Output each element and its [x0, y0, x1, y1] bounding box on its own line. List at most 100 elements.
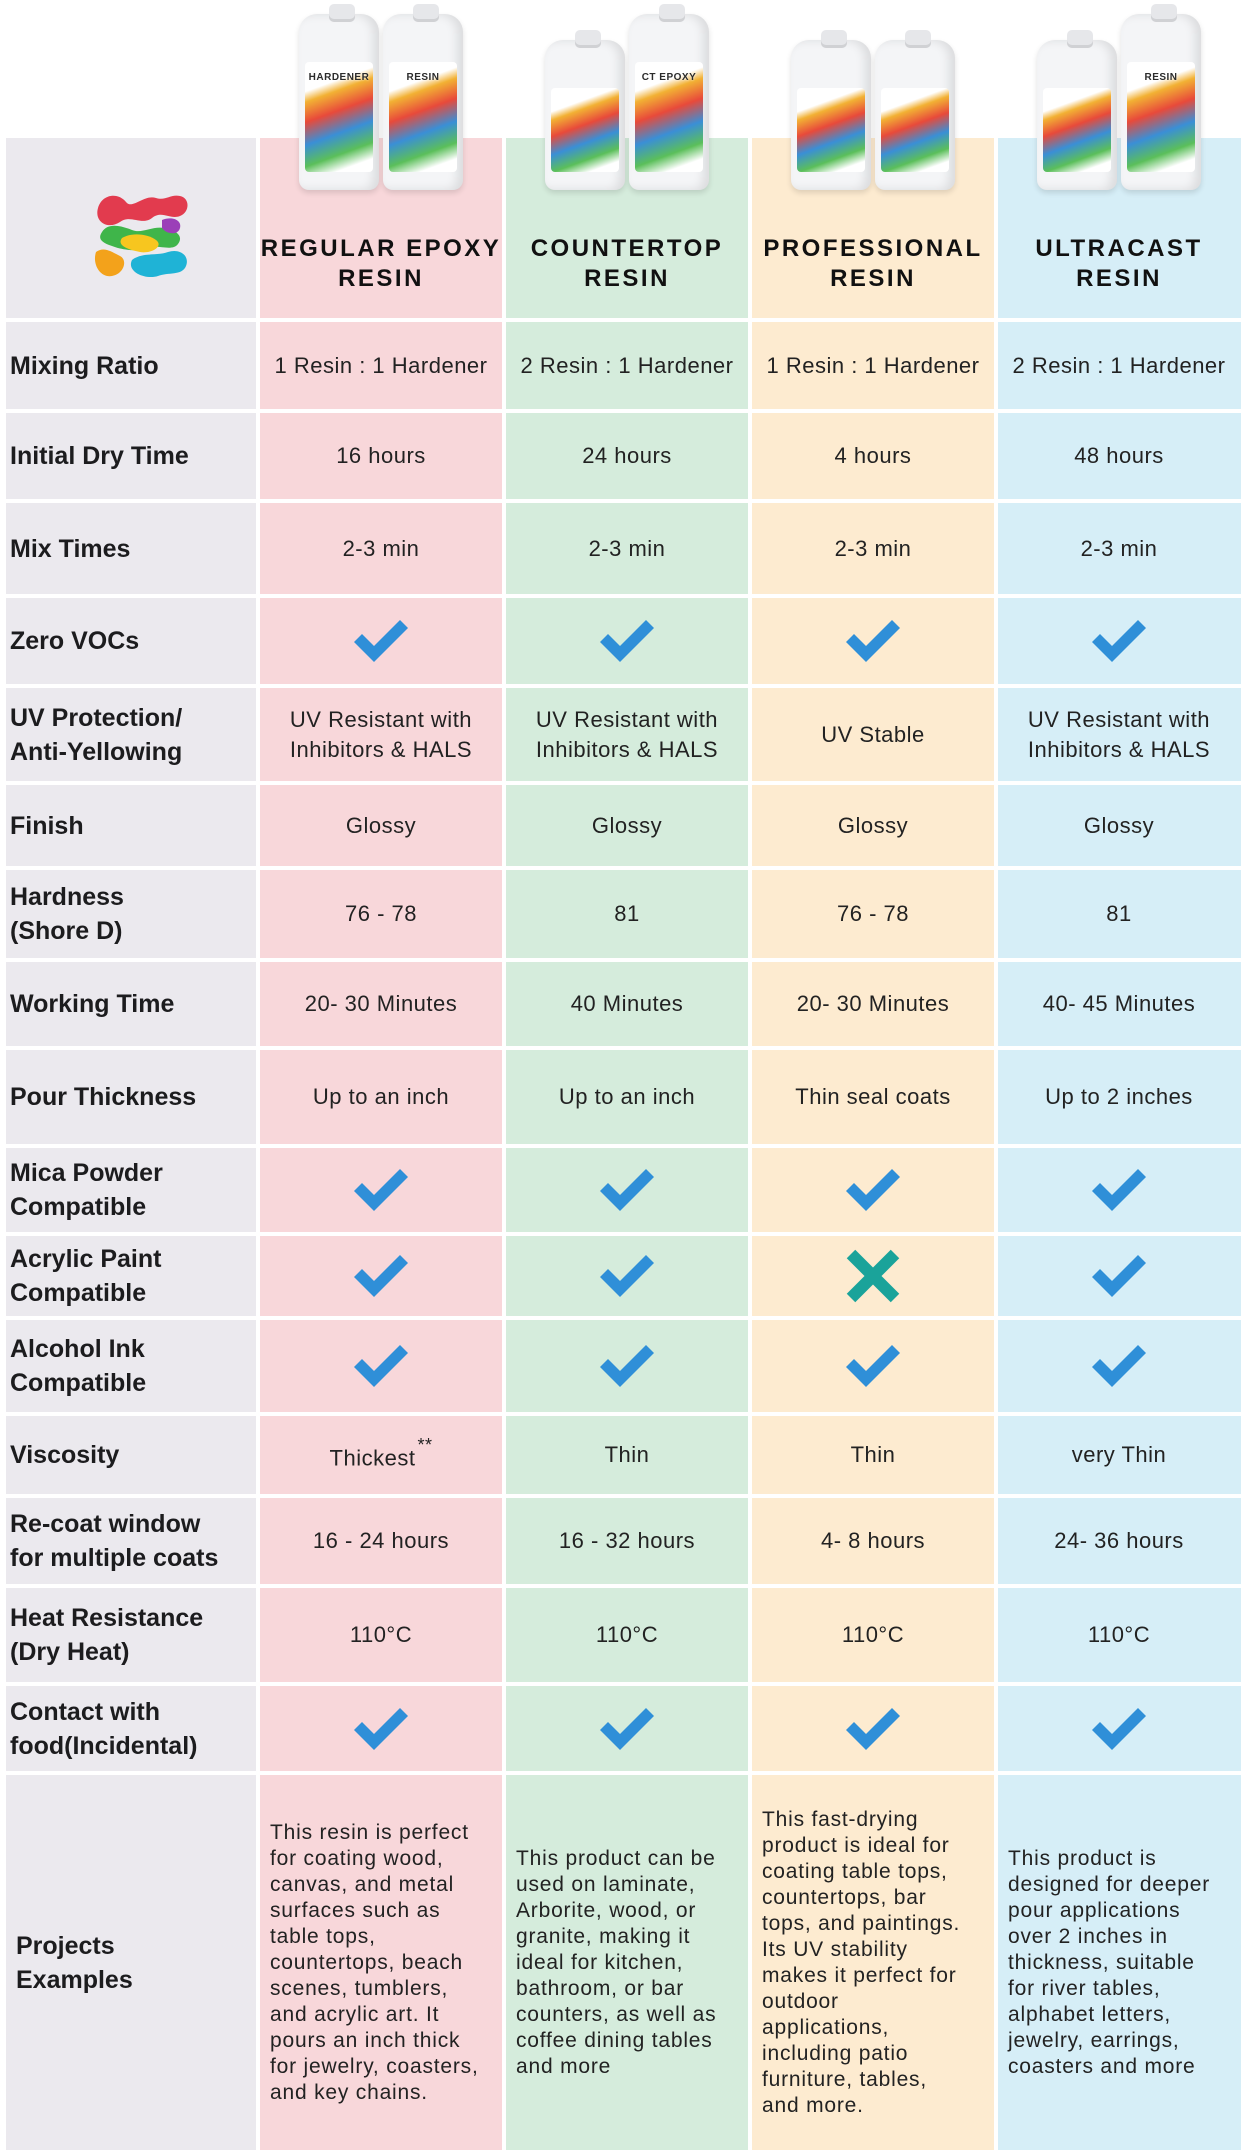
row-label-text: Acrylic Paint Compatible [10, 1242, 161, 1310]
row-divider [6, 781, 1241, 785]
row-divider [6, 1144, 1241, 1148]
row-divider [6, 1771, 1241, 1775]
row-label-text: Zero VOCs [10, 624, 139, 658]
cell-value-line: 24 hours [582, 443, 672, 468]
cell-value-line: Up to an inch [312, 1084, 450, 1109]
row-label-line: Pour Thickness [10, 1083, 197, 1111]
cell-value-line: 40 Minutes [570, 991, 684, 1016]
table-cell [752, 1320, 994, 1412]
column-divider [994, 138, 998, 2150]
row-divider [6, 1412, 1241, 1416]
table-cell: 16 - 24 hours [260, 1498, 502, 1584]
jug-cap [821, 30, 847, 48]
description-line: over 2 inches in [1008, 1924, 1168, 1948]
description-line: thickness, suitable [1008, 1950, 1195, 1974]
cell-value: 2-3 min [835, 534, 912, 564]
cell-value-line: 2-3 min [342, 535, 420, 561]
cell-value: 2-3 min [343, 534, 420, 564]
description-line: used on laminate, [516, 1872, 696, 1896]
row-label: Hardness (Shore D) [10, 870, 250, 958]
description-line: granite, making it [516, 1924, 691, 1948]
cell-value-line: UV Resistant with [289, 706, 473, 732]
row-label: Mix Times [10, 503, 250, 594]
brand-logo-icon [94, 195, 188, 278]
cell-value-line: Glossy [1083, 812, 1155, 838]
column-title: PROFESSIONAL RESIN [752, 232, 994, 296]
table-cell: This product can be used on laminate, Arbo… [506, 1775, 748, 2150]
description-line: This product is [1008, 1846, 1157, 1870]
row-divider [6, 684, 1241, 688]
cell-value: very Thin [1072, 1440, 1167, 1470]
row-divider [6, 866, 1241, 870]
description-line: This fast-drying [762, 1807, 919, 1831]
cell-value-line: Thin [850, 1442, 896, 1467]
cell-value: 20- 30 Minutes [797, 989, 950, 1019]
table-cell: UV Resistant with Inhibitors & HALS [260, 688, 502, 781]
cell-value: 76 - 78 [345, 899, 417, 929]
table-cell [998, 1236, 1240, 1316]
table-cell: 2 Resin : 1 Hardener [506, 322, 748, 409]
cell-value-line: 110°C [349, 1622, 413, 1647]
description-line: including patio [762, 2041, 909, 2065]
cell-value-line: Up to an inch [558, 1084, 696, 1109]
cell-value: 2-3 min [589, 534, 666, 564]
table-cell: 40 Minutes [506, 962, 748, 1046]
description-line: and more. [762, 2093, 864, 2117]
table-cell: 4- 8 hours [752, 1498, 994, 1584]
row-divider [6, 1232, 1241, 1236]
product-image [772, 4, 974, 190]
row-label-text: Viscosity [10, 1438, 119, 1472]
cell-value-line: 2-3 min [588, 535, 666, 561]
table-cell: Up to an inch [260, 1050, 502, 1144]
row-label-line: Working Time [10, 990, 175, 1018]
row-label: Contact with food(Incidental) [10, 1686, 250, 1771]
description-line: Arborite, wood, or [516, 1898, 697, 1922]
resin-jug-image [1037, 30, 1117, 190]
column-title-text: REGULAR EPOXY RESIN [261, 234, 502, 294]
description-line: and acrylic art. It [270, 2002, 440, 2026]
resin-jug-image [545, 30, 625, 190]
row-label-line: Finish [10, 811, 84, 840]
description-line: product is ideal for [762, 1833, 950, 1857]
row-label-text: Projects Examples [10, 1929, 133, 1997]
table-cell [506, 1236, 748, 1316]
row-label-text: Pour Thickness [10, 1080, 196, 1114]
table-cell: very Thin [998, 1416, 1240, 1494]
row-label-line: Acrylic Paint [10, 1245, 162, 1273]
checkmark-icon [1092, 1707, 1146, 1750]
table-cell: 4 hours [752, 413, 994, 499]
row-divider [6, 1682, 1241, 1686]
cell-value: 24 hours [582, 441, 672, 471]
table-cell [998, 1686, 1240, 1771]
cell-value: UV Resistant with Inhibitors & HALS [1028, 705, 1210, 765]
cell-value: Thickest** [330, 1435, 433, 1473]
table-cell [998, 1320, 1240, 1412]
table-cell: This product is designed for deeper pour a… [998, 1775, 1240, 2150]
cell-value-line: 2 Resin : 1 Hardener [520, 352, 734, 378]
row-label-line: Initial Dry Time [10, 442, 189, 470]
cell-value-line: UV Resistant with [1027, 706, 1211, 732]
cell-value-line: Thin seal coats [795, 1084, 951, 1109]
table-cell: UV Resistant with Inhibitors & HALS [998, 688, 1240, 781]
row-label-line: Viscosity [10, 1441, 120, 1469]
row-label-line: Mica Powder [10, 1159, 163, 1187]
cell-value: Glossy [346, 811, 416, 841]
description-line: outdoor [762, 1989, 839, 2013]
column-divider [256, 138, 260, 2150]
cell-value: 40- 45 Minutes [1043, 989, 1196, 1019]
description-line: tops, and paintings. [762, 1911, 961, 1935]
row-label: Heat Resistance (Dry Heat) [10, 1588, 250, 1682]
table-cell [998, 598, 1240, 684]
cell-value: Glossy [838, 811, 908, 841]
cell-value: 4 hours [835, 441, 912, 471]
table-cell [506, 598, 748, 684]
cell-value-line: 76 - 78 [837, 901, 909, 926]
row-label-text: Mica Powder Compatible [10, 1156, 163, 1224]
description-line: makes it perfect for [762, 1963, 957, 1987]
cell-value: 48 hours [1074, 441, 1164, 471]
description-line: bathroom, or bar [516, 1976, 685, 2000]
cell-value: Glossy [1084, 811, 1154, 841]
cell-value-line: 20- 30 Minutes [796, 991, 950, 1016]
resin-jug-image: CT EPOXY [629, 4, 709, 190]
